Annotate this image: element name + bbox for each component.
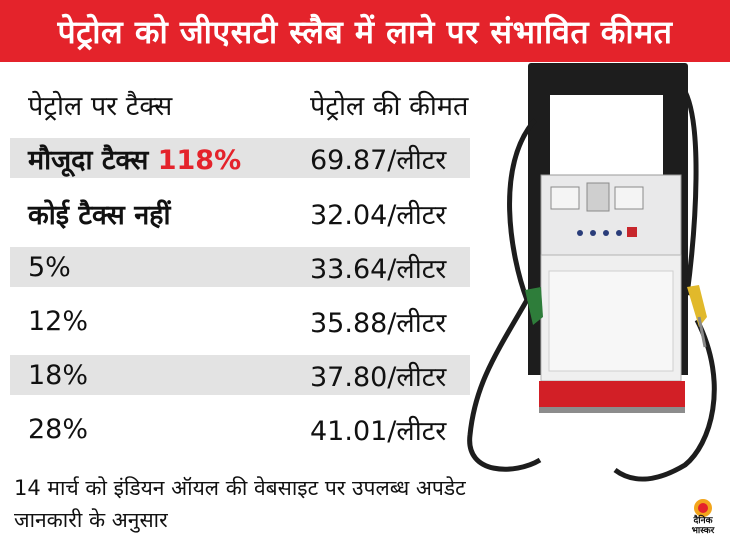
sun-logo-icon (694, 499, 712, 517)
column-header-row: पेट्रोल पर टैक्स पेट्रोल की कीमत (10, 78, 470, 130)
table-row: कोई टैक्स नहीं 32.04/लीटर (10, 193, 470, 233)
tax-cell: 28% (28, 413, 89, 445)
source-note: 14 मार्च को इंडियन ऑयल की वेबसाइट पर उपल… (14, 472, 614, 536)
table-row: 5% 33.64/लीटर (10, 247, 470, 287)
logo-text-line-1: दैनिक (693, 516, 713, 526)
title-banner: पेट्रोल को जीएसटी स्लैब में लाने पर संभा… (0, 0, 730, 62)
tax-cell: 18% (28, 359, 89, 391)
price-cell: 69.87/लीटर (310, 144, 447, 176)
tax-cell: मौजूदा टैक्स 118% (28, 140, 241, 177)
source-note-line-1: 14 मार्च को इंडियन ऑयल की वेबसाइट पर उपल… (14, 476, 466, 500)
price-cell: 33.64/लीटर (310, 253, 447, 285)
current-tax-highlight: 118% (157, 144, 242, 176)
price-cell: 32.04/लीटर (310, 199, 447, 231)
logo-text: दैनिक भास्कर (682, 516, 724, 536)
tax-label: मौजूदा टैक्स (28, 144, 149, 176)
column-header-tax: पेट्रोल पर टैक्स (28, 90, 173, 122)
fuel-pump-illustration (467, 63, 717, 482)
tax-cell: 12% (28, 305, 89, 337)
page-title: पेट्रोल को जीएसटी स्लैब में लाने पर संभा… (57, 12, 673, 51)
table-row: 12% 35.88/लीटर (10, 301, 470, 341)
price-cell: 37.80/लीटर (310, 361, 447, 393)
column-header-price: पेट्रोल की कीमत (310, 90, 469, 122)
table-row: 28% 41.01/लीटर (10, 409, 470, 449)
price-cell: 35.88/लीटर (310, 307, 447, 339)
source-note-line-2: जानकारी के अनुसार (14, 508, 168, 532)
table-row: 18% 37.80/लीटर (10, 355, 470, 395)
tax-cell: कोई टैक्स नहीं (28, 199, 171, 231)
table-row: मौजूदा टैक्स 118% 69.87/लीटर (10, 138, 470, 178)
dainik-bhaskar-logo: दैनिक भास्कर (682, 498, 724, 540)
logo-text-line-2: भास्कर (691, 526, 715, 536)
tax-cell: 5% (28, 251, 71, 283)
price-cell: 41.01/लीटर (310, 415, 447, 447)
